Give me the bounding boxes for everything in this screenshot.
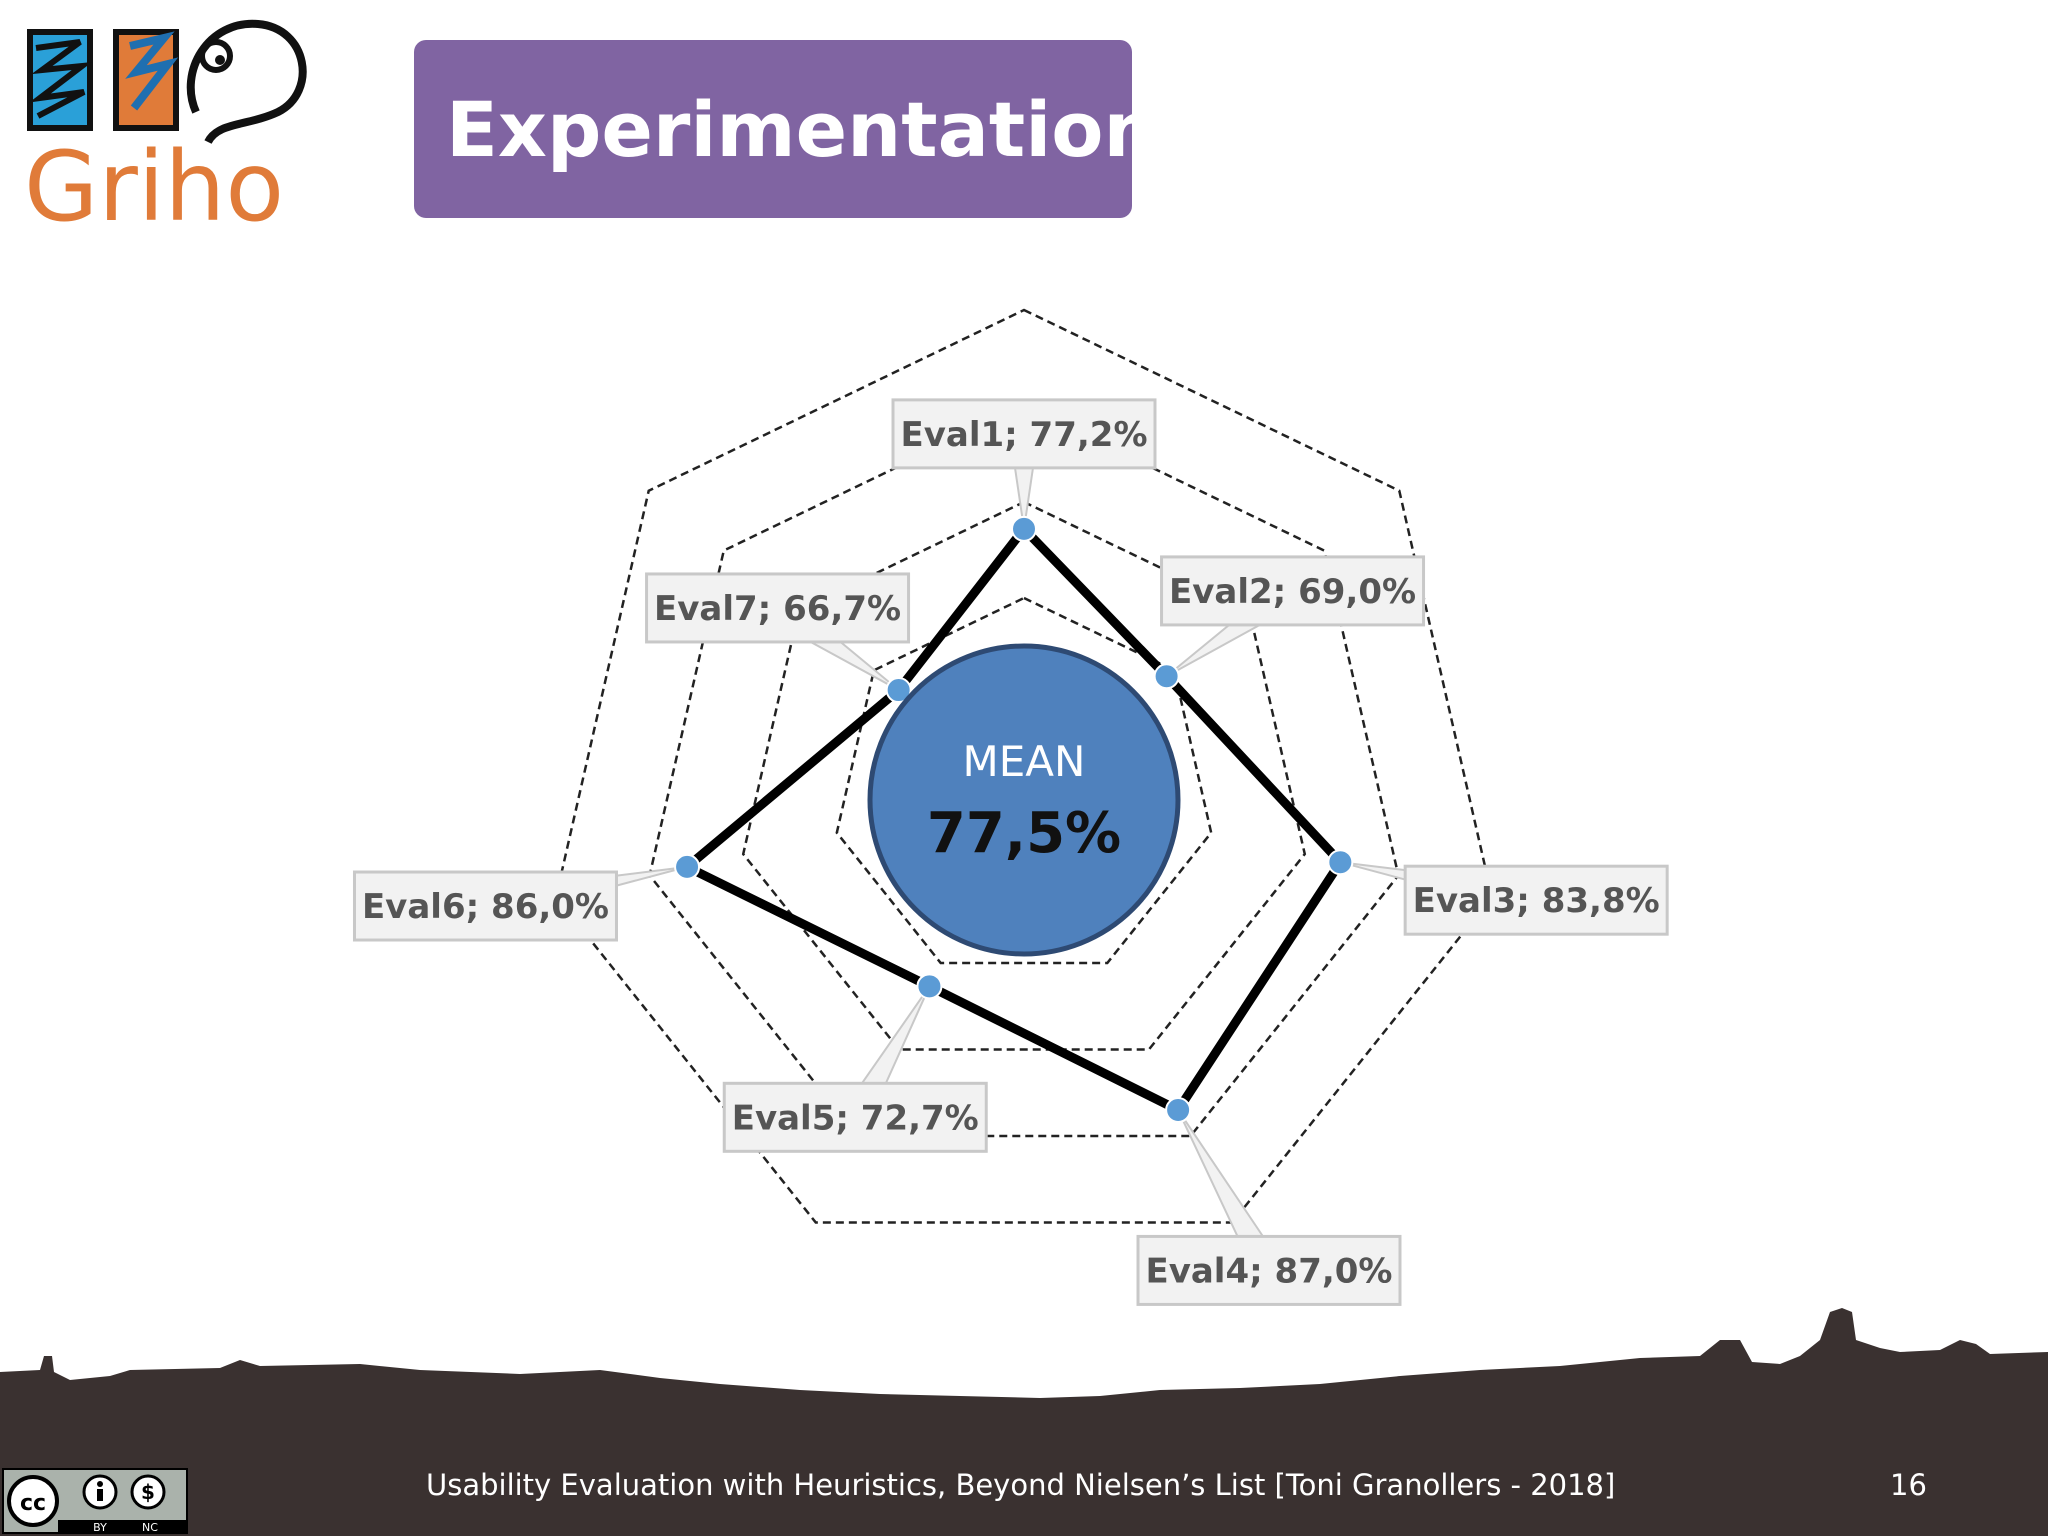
data-label-box — [1403, 864, 1669, 936]
city-skyline — [0, 1308, 2048, 1536]
series-line — [678, 522, 1347, 1116]
mean-badge: MEAN 77,5% — [867, 643, 1181, 957]
data-label-box — [1136, 1234, 1402, 1306]
mean-value: 77,5% — [927, 801, 1121, 866]
data-point-eval4 — [1165, 1097, 1192, 1124]
page-number: 16 — [1890, 1468, 1927, 1502]
data-label-eval6: Eval6; 86,0% — [362, 887, 609, 927]
data-label-box — [645, 572, 911, 644]
svg-text:$: $ — [141, 1480, 155, 1504]
data-point-eval2 — [1153, 663, 1180, 690]
mean-title: MEAN — [963, 737, 1086, 786]
data-label-eval7: Eval7; 66,7% — [654, 589, 901, 629]
data-point-eval7 — [885, 677, 912, 704]
data-label-box — [891, 398, 1157, 470]
grid-ring-3 — [741, 500, 1307, 1051]
slide-title: Experimentation — [446, 84, 1158, 174]
data-point-eval1 — [1011, 515, 1037, 542]
license-nc: NC — [142, 1521, 158, 1534]
series — [674, 515, 1354, 1124]
data-label-eval5: Eval5; 72,7% — [732, 1098, 979, 1138]
license-by: BY — [93, 1521, 107, 1534]
cc-by-nc-icon: cc $ BY NC — [2, 1468, 188, 1534]
data-label-eval2: Eval2; 69,0% — [1169, 572, 1416, 612]
logo-text: Griho — [24, 131, 284, 232]
svg-text:cc: cc — [20, 1491, 46, 1516]
data-point-eval5 — [916, 973, 943, 1000]
data-labels: Eval1; 77,2% Eval2; 69,0% Eval3; 83,8% Eval… — [352, 398, 1669, 1306]
data-label-eval4: Eval4; 87,0% — [1145, 1251, 1392, 1291]
data-label-box — [352, 870, 618, 942]
data-label-box — [1160, 555, 1426, 627]
data-point-eval3 — [1327, 849, 1354, 876]
footer-text: Usability Evaluation with Heuristics, Be… — [426, 1468, 1616, 1502]
data-label-eval1: Eval1; 77,2% — [900, 415, 1147, 455]
data-label-box — [722, 1081, 988, 1153]
data-point-eval6 — [674, 853, 701, 880]
data-label-eval3: Eval3; 83,8% — [1413, 881, 1660, 921]
title-banner: Experimentation — [414, 40, 1158, 218]
griho-logo: Griho — [24, 19, 307, 232]
